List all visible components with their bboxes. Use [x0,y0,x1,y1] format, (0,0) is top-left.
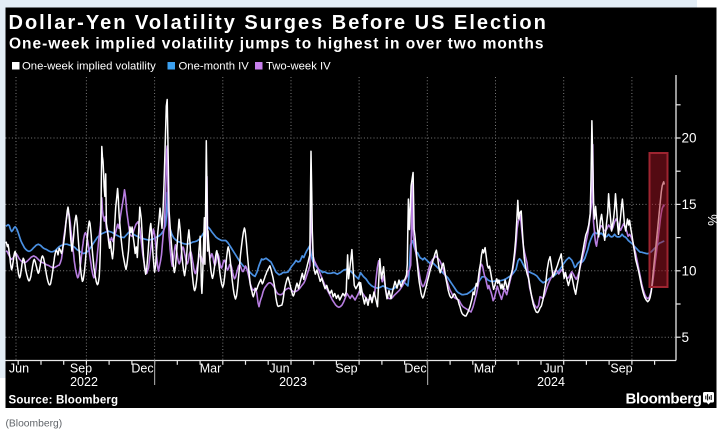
svg-text:Sep: Sep [610,362,632,376]
svg-text:Two-week IV: Two-week IV [266,61,331,73]
svg-text:Bloomberg: Bloomberg [626,391,702,408]
svg-text:Jun: Jun [543,362,563,376]
svg-text:(Bloomberg): (Bloomberg) [6,419,63,430]
svg-text:One-week implied volatility: One-week implied volatility [22,61,156,73]
svg-text:5: 5 [682,330,690,345]
svg-text:%: % [705,214,720,226]
svg-text:10: 10 [682,264,697,279]
svg-text:2024: 2024 [537,375,565,389]
svg-text:Sep: Sep [70,362,92,376]
svg-text:Mar: Mar [200,362,222,376]
svg-text:Dec: Dec [404,362,426,376]
svg-text:2023: 2023 [279,375,307,389]
svg-text:One-month IV: One-month IV [179,61,250,73]
svg-text:Sep: Sep [335,362,357,376]
svg-text:2022: 2022 [70,375,98,389]
svg-text:Mar: Mar [474,362,496,376]
svg-text:Dec: Dec [131,362,153,376]
svg-text:Dollar-Yen Volatility Surges B: Dollar-Yen Volatility Surges Before US E… [9,12,548,34]
svg-text:20: 20 [682,131,697,146]
svg-text:One-week implied volatility ju: One-week implied volatility jumps to hig… [9,36,544,53]
svg-text:15: 15 [682,197,697,212]
svg-text:Source: Bloomberg: Source: Bloomberg [9,395,119,407]
svg-text:Jun: Jun [269,362,289,376]
svg-text:Jun: Jun [9,362,29,376]
